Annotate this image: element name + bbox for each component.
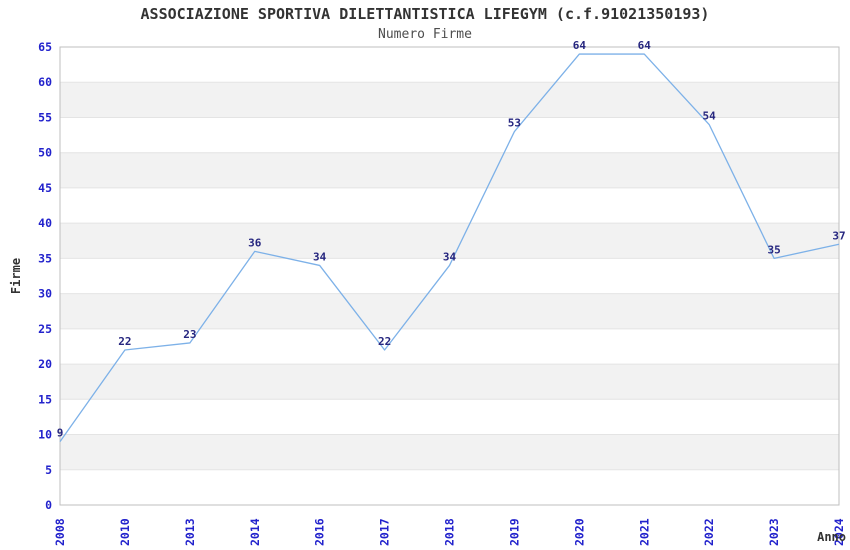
- stripe-band: [60, 152, 839, 188]
- x-tick-label: 2019: [507, 518, 521, 546]
- point-label: 9: [57, 427, 64, 440]
- x-tick-label: 2017: [378, 518, 392, 546]
- x-tick-label: 2022: [702, 518, 716, 546]
- y-tick-label: 30: [38, 287, 52, 301]
- point-label: 34: [313, 250, 327, 263]
- chart-title: ASSOCIAZIONE SPORTIVA DILETTANTISTICA LI…: [140, 5, 710, 23]
- series-line: [59, 53, 840, 442]
- x-tick-label: 2010: [118, 518, 132, 546]
- y-tick-label: 45: [38, 181, 52, 195]
- y-tick-label: 50: [38, 146, 52, 160]
- stripe-band: [60, 364, 839, 400]
- stripe-band: [60, 434, 839, 470]
- x-tick-label: 2013: [183, 518, 197, 546]
- stripe-band: [60, 82, 839, 118]
- x-tick-label: 2020: [572, 518, 586, 546]
- y-tick-label: 40: [38, 216, 52, 230]
- point-label: 54: [703, 110, 717, 123]
- point-label: 64: [638, 39, 652, 52]
- y-tick-label: 10: [38, 428, 52, 442]
- point-label: 35: [767, 243, 780, 256]
- point-label: 34: [443, 250, 457, 263]
- point-label: 22: [378, 335, 391, 348]
- stripe-band: [60, 293, 839, 329]
- y-tick-label: 20: [38, 357, 52, 371]
- plot-border: [59, 46, 840, 506]
- y-tick-label: 35: [38, 251, 52, 265]
- point-label: 53: [508, 117, 521, 130]
- y-tick-label: 0: [45, 498, 52, 512]
- y-tick-label: 65: [38, 40, 52, 54]
- y-tick-label: 25: [38, 322, 52, 336]
- point-label: 23: [183, 328, 196, 341]
- y-tick-label: 15: [38, 392, 52, 406]
- x-tick-label: 2023: [767, 518, 781, 546]
- y-tick-label: 5: [45, 463, 52, 477]
- chart-subtitle: Numero Firme: [378, 27, 472, 42]
- point-label: 64: [573, 39, 587, 52]
- x-tick-label: 2014: [248, 518, 262, 546]
- x-axis-title: Anno: [817, 530, 846, 544]
- y-tick-label: 55: [38, 110, 52, 124]
- point-label: 36: [248, 236, 262, 249]
- y-axis-title: Firme: [9, 258, 23, 294]
- x-tick-label: 2024: [832, 518, 846, 546]
- x-tick-label: 2008: [53, 518, 67, 546]
- x-tick-label: 2018: [443, 518, 457, 546]
- stripe-band: [60, 223, 839, 259]
- x-tick-label: 2016: [313, 518, 327, 546]
- y-tick-label: 60: [38, 75, 52, 89]
- point-label: 37: [832, 229, 845, 242]
- x-tick-label: 2021: [637, 518, 651, 546]
- point-label: 22: [118, 335, 131, 348]
